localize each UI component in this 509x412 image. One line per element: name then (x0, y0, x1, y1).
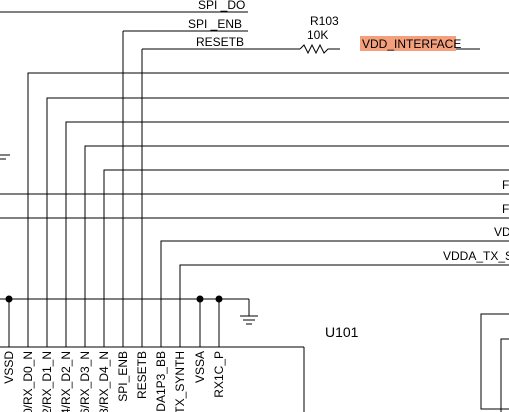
net-label-spi-do: SPI _DO (198, 0, 245, 12)
right-block-outline (480, 313, 509, 410)
right-block-wire (500, 338, 509, 412)
resistor-zigzag (299, 43, 340, 55)
pin-label: 0/RX_D0_N (21, 351, 35, 412)
net-label-resetb: RESETB (196, 35, 244, 49)
net-label-spi-enb: SPI _ENB (188, 17, 242, 31)
resistor-ref: R103 (310, 14, 339, 28)
junction-dot-vssa (196, 295, 204, 303)
wire-rx-d1 (46, 97, 509, 347)
wire-rx-d4 (103, 169, 509, 347)
resistor-value: 10K (307, 28, 328, 42)
junction-dot-rx1c (215, 295, 223, 303)
part-ref-u101: U101 (325, 324, 359, 340)
junction-dot-vssd (5, 295, 13, 303)
wire-rx-d2 (65, 121, 509, 347)
pin-label: RESETB (135, 351, 149, 399)
net-label-vd: VD (494, 225, 509, 239)
net-label-vdd-interface: VDD_INTERFACE (362, 37, 461, 51)
net-label-vdda-tx: VDDA_TX_SY (443, 249, 509, 263)
pin-label: 8/RX_D4_N (97, 351, 111, 412)
pin-label: DDA1P3_BB (154, 351, 168, 412)
ground-symbol (240, 299, 258, 325)
pin-label: SPI_ENB (116, 351, 130, 402)
pin-label: 4/RX_D2_N (59, 351, 73, 412)
wire-vdda1p3 (160, 240, 509, 347)
pin-label: 2/RX_D1_N (40, 351, 54, 412)
vdd-interface-highlight (360, 36, 456, 51)
pin-label: RX1C_P (212, 351, 226, 398)
wire-rx-d0 (27, 72, 509, 347)
net-label-f2: F (502, 202, 509, 216)
net-label-f1: F (502, 178, 509, 192)
pin-label: 6/RX_D3_N (78, 351, 92, 412)
wire-tx-synth (179, 264, 509, 347)
pin-label: VSSD (2, 351, 16, 384)
pin-label: VSSA (193, 351, 207, 383)
pin-label: TX_SYNTH (173, 351, 187, 412)
wire-rx-d3 (84, 145, 509, 347)
pin-labels: VSSD 0/RX_D0_N 2/RX_D1_N 4/RX_D2_N 6/RX_D3_N… (2, 351, 226, 412)
